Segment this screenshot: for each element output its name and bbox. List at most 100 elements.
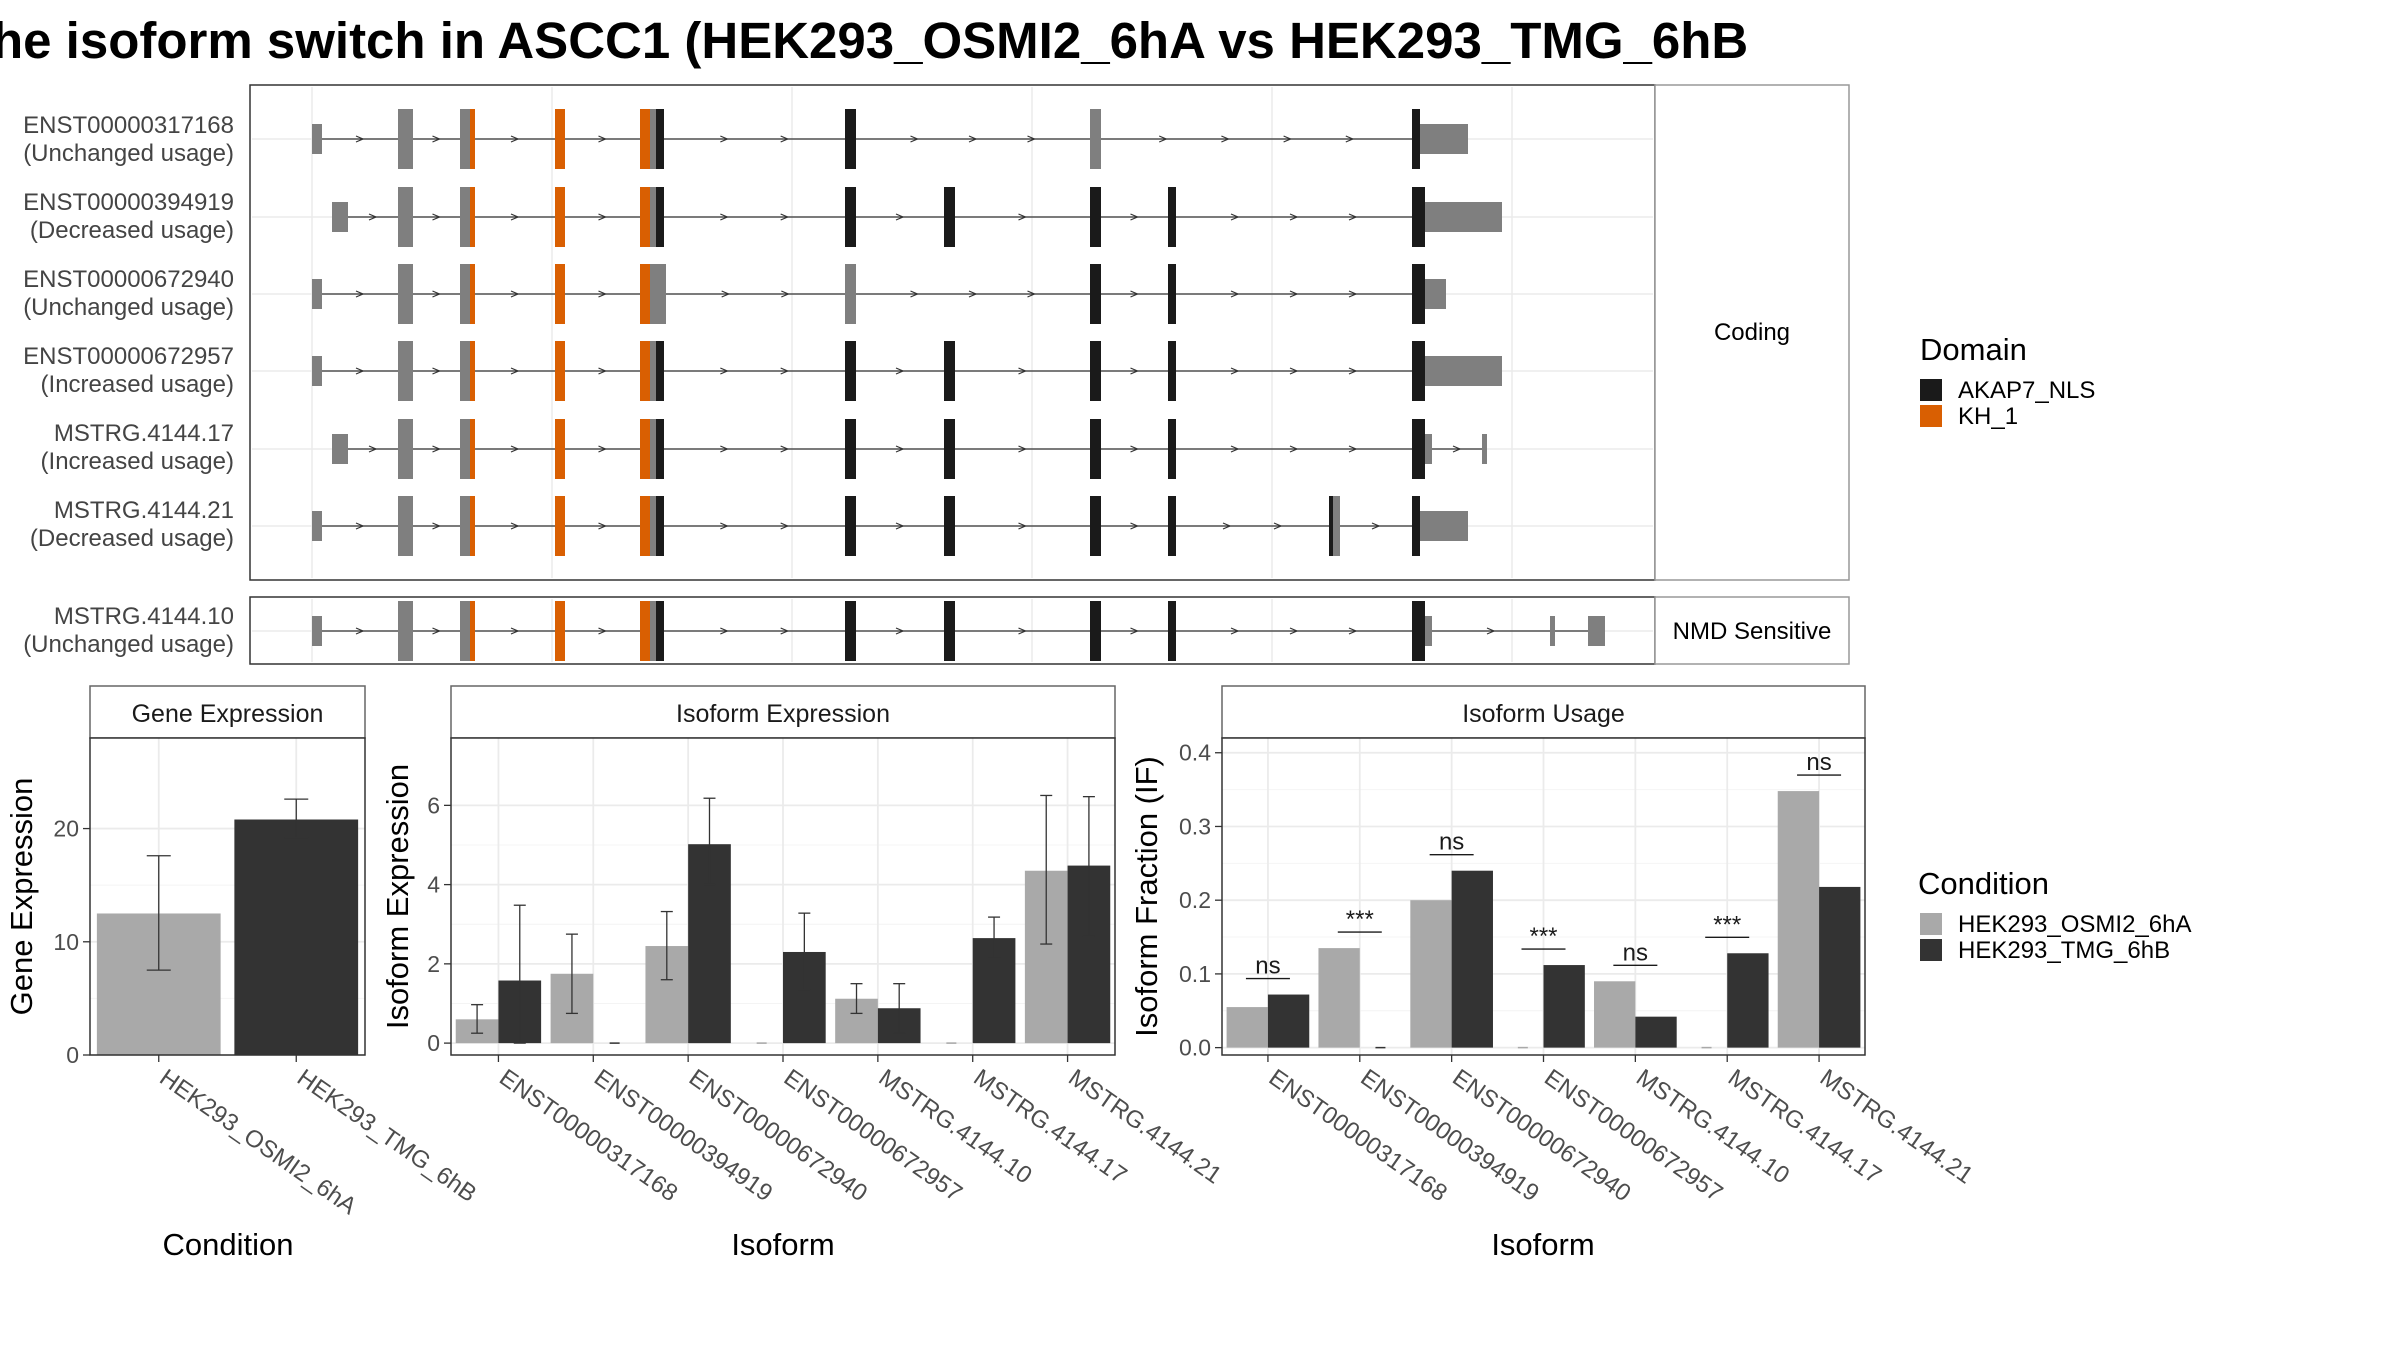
intron-arrow xyxy=(598,522,608,530)
exon-block xyxy=(1425,356,1502,386)
bar xyxy=(1727,953,1769,1048)
domain-exon-block xyxy=(470,419,475,479)
exon-block xyxy=(398,601,413,661)
bar-panels: Gene Expression01020HEK293_OSMI2_6hAHEK2… xyxy=(4,685,1978,1262)
legend-key-condition-a xyxy=(1920,913,1942,935)
intron-arrow xyxy=(1130,522,1140,530)
domain-exon-block xyxy=(1168,419,1176,479)
facet-nmd-label: NMD Sensitive xyxy=(1673,618,1832,645)
exon-block xyxy=(1420,124,1468,154)
exon-block xyxy=(650,601,656,661)
intron-arrow xyxy=(598,627,608,635)
row-label-id: MSTRG.4144.17 xyxy=(54,420,234,447)
domain-exon-block xyxy=(1090,264,1101,324)
row-label-id: ENST00000317168 xyxy=(23,112,234,139)
exon-block xyxy=(1090,109,1101,169)
domain-exon-block xyxy=(845,187,856,247)
bar xyxy=(234,819,359,1055)
intron-arrow xyxy=(510,445,520,453)
structure-rows xyxy=(312,109,1605,661)
x-tick-label: MSTRG.4144.21 xyxy=(1815,1064,1978,1189)
intron-arrow xyxy=(1221,135,1230,143)
y-tick-label: 10 xyxy=(53,929,79,955)
domain-exon-block xyxy=(656,496,664,556)
row-label-id: MSTRG.4144.10 xyxy=(54,603,234,630)
domain-exon-block xyxy=(656,109,664,169)
transcript-model xyxy=(312,496,1468,556)
exon-block xyxy=(312,511,322,541)
exon-block xyxy=(650,109,656,169)
domain-exon-block xyxy=(1168,341,1176,401)
row-label-usage: (Increased usage) xyxy=(41,448,234,475)
y-tick-label: 20 xyxy=(53,816,79,842)
legend-label-condition-b: HEK293_TMG_6hB xyxy=(1958,937,2170,964)
intron-arrow xyxy=(368,445,378,453)
row-label-usage: (Unchanged usage) xyxy=(23,631,234,658)
intron-arrow xyxy=(1018,627,1028,635)
legend-key-akap7-nls xyxy=(1920,379,1942,401)
domain-exon-block xyxy=(1412,496,1420,556)
transcript-model xyxy=(312,109,1468,169)
exon-block xyxy=(1550,616,1555,646)
x-axis-title: Condition xyxy=(163,1227,294,1262)
nmd-strip xyxy=(1654,596,1850,665)
intron-arrow xyxy=(895,445,905,453)
intron-arrow xyxy=(968,290,978,298)
domain-exon-block xyxy=(640,496,650,556)
intron-arrow xyxy=(895,627,905,635)
exon-block xyxy=(332,434,348,464)
exon-block xyxy=(398,419,413,479)
exon-block xyxy=(650,419,656,479)
domain-exon-block xyxy=(1090,187,1101,247)
intron-arrow xyxy=(355,627,365,635)
y-tick-label: 0.3 xyxy=(1179,813,1211,839)
domain-exon-block xyxy=(656,341,664,401)
x-tick-label: ENST00000672940 xyxy=(684,1064,872,1207)
intron-arrow xyxy=(432,213,442,221)
exon-block xyxy=(1425,202,1502,232)
exon-block xyxy=(1425,616,1432,646)
x-tick-label: ENST00000672957 xyxy=(779,1064,967,1207)
intron-arrow xyxy=(432,367,442,375)
bar xyxy=(1410,900,1452,1048)
intron-arrow xyxy=(720,522,729,530)
y-tick-label: 0.0 xyxy=(1179,1035,1211,1061)
exon-block xyxy=(650,496,656,556)
bar-panel-2: Isoform Expression0246ENST00000317168ENS… xyxy=(380,685,1226,1262)
significance-label: *** xyxy=(1346,906,1374,933)
row-label-id: ENST00000672957 xyxy=(23,343,234,370)
exon-block xyxy=(460,419,470,479)
intron-arrow xyxy=(1027,135,1037,143)
domain-exon-block xyxy=(656,419,664,479)
figure-title: he isoform switch in ASCC1 (HEK293_OSMI2… xyxy=(0,12,1748,69)
isoform-structure-plot: Coding NMD Sensitive ENST00000317168 (Un… xyxy=(23,84,1850,665)
intron-arrow xyxy=(432,522,442,530)
intron-arrow xyxy=(432,135,442,143)
intron-arrow xyxy=(720,367,729,375)
bar xyxy=(1318,948,1360,1048)
x-tick-label: MSTRG.4144.17 xyxy=(1723,1064,1886,1189)
significance-label: ns xyxy=(1439,829,1464,856)
exon-block xyxy=(398,341,413,401)
intron-arrow xyxy=(1018,522,1028,530)
row-label-usage: (Unchanged usage) xyxy=(23,140,234,167)
panel-title: Isoform Usage xyxy=(1462,700,1625,728)
intron-arrow xyxy=(968,135,978,143)
transcript-model xyxy=(312,264,1446,324)
x-axis-title: Isoform xyxy=(731,1227,834,1262)
domain-exon-block xyxy=(944,187,955,247)
legend-key-condition-b xyxy=(1920,939,1942,961)
domain-exon-block xyxy=(1412,187,1425,247)
domain-exon-block xyxy=(1412,419,1425,479)
domain-exon-block xyxy=(640,601,650,661)
bar xyxy=(1451,870,1493,1048)
intron-arrow xyxy=(720,445,729,453)
exon-block xyxy=(1425,434,1432,464)
panel-title: Gene Expression xyxy=(132,700,324,728)
y-tick-label: 0.1 xyxy=(1179,961,1211,987)
domain-exon-block xyxy=(845,496,856,556)
bar xyxy=(1594,981,1636,1048)
bar xyxy=(1777,791,1820,1048)
exon-block xyxy=(845,264,856,324)
domain-exon-block xyxy=(845,341,856,401)
